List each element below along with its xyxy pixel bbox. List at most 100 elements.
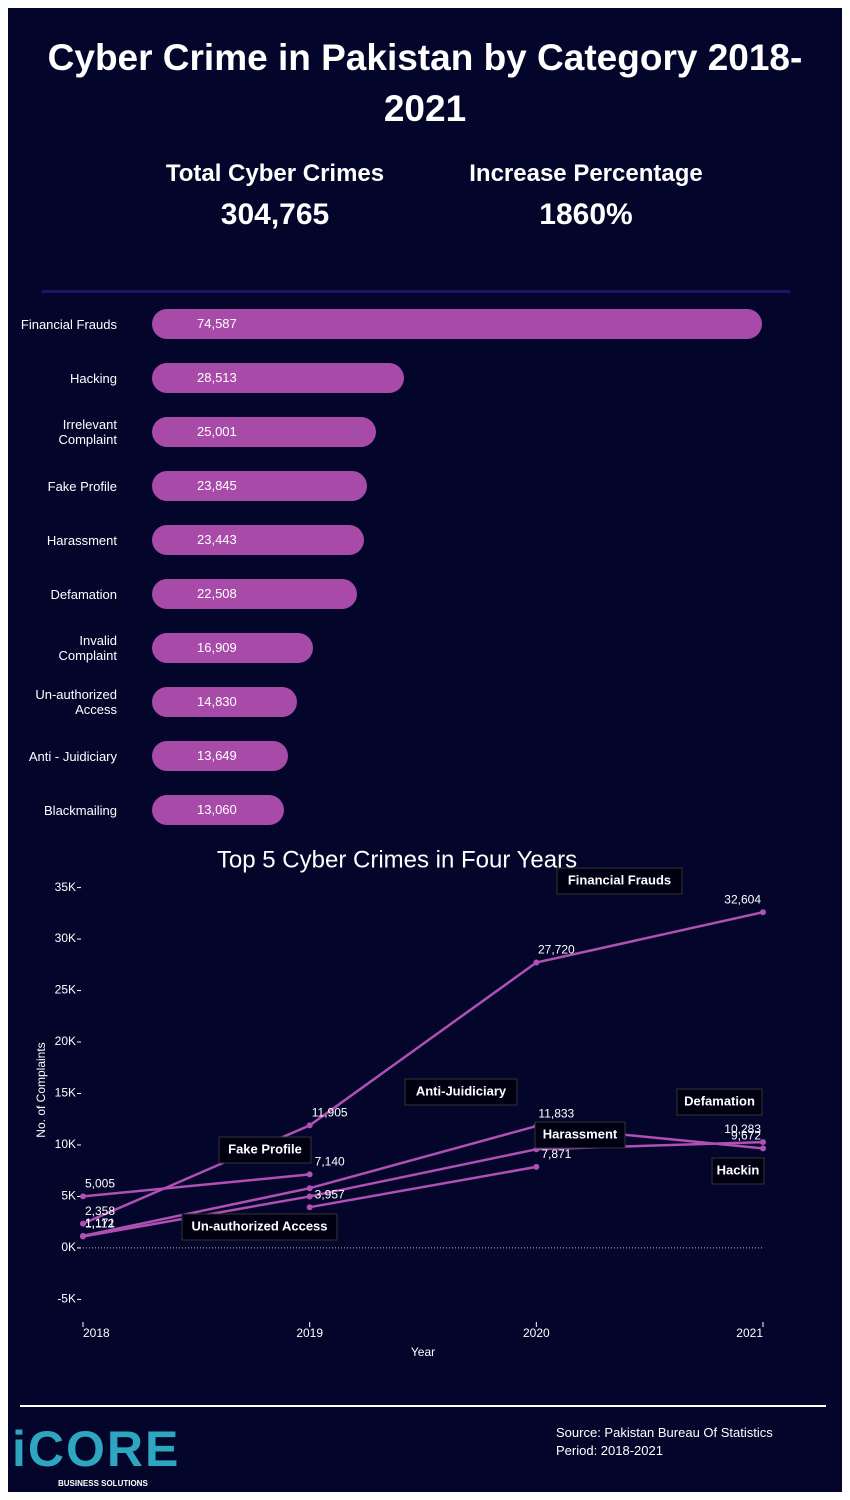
y-tick-label: 35K xyxy=(55,880,76,894)
value-label: 16,909 xyxy=(197,640,237,655)
series-label-box xyxy=(556,867,683,895)
value-label: 22,508 xyxy=(197,586,237,601)
bar xyxy=(152,363,404,393)
value-label: 28,513 xyxy=(197,370,237,385)
footer-line xyxy=(20,1405,826,1407)
point xyxy=(533,1163,540,1170)
series-label-box xyxy=(181,1213,338,1241)
bar xyxy=(152,687,298,717)
series-label: Anti-Juidiciary xyxy=(416,1083,507,1098)
kpi-value: 1860% xyxy=(539,198,633,231)
point xyxy=(306,1171,313,1178)
series-label: Un-authorized Access xyxy=(191,1218,327,1233)
source: Source: Pakistan Bureau Of Statistics xyxy=(556,1425,773,1440)
kpi-label: Increase Percentage xyxy=(469,160,703,187)
bar xyxy=(152,417,377,447)
value-label: 27,720 xyxy=(538,943,575,957)
y-tick-label: 25K xyxy=(55,983,76,997)
bar xyxy=(152,309,762,339)
category-label: Blackmailing xyxy=(44,802,117,818)
bar xyxy=(152,471,368,501)
title: Cyber Crime in Pakistan by Category 2018… xyxy=(47,37,803,129)
category-label: Defamation xyxy=(50,586,117,602)
point xyxy=(760,1139,766,1146)
point xyxy=(760,1145,766,1152)
value-label: 11,905 xyxy=(312,1106,348,1120)
category-label: Financial Frauds xyxy=(20,316,117,332)
series-line xyxy=(82,1173,310,1198)
value-label: 7,140 xyxy=(315,1155,345,1169)
y-tick-label: 30K xyxy=(55,931,76,945)
point xyxy=(306,1122,313,1129)
line-chart: Top 5 Cyber Crimes in Four Years -5K 0K 5K 1… xyxy=(34,846,766,1359)
category-label: Fake Profile xyxy=(47,478,117,494)
period: Period: 2018-2021 xyxy=(556,1443,663,1458)
point xyxy=(80,1220,86,1227)
value-label: 74,587 xyxy=(197,316,237,331)
kpi-value: 304,765 xyxy=(220,198,330,231)
value-label: 13,060 xyxy=(197,802,237,817)
point xyxy=(306,1185,313,1192)
value-label: 7,871 xyxy=(541,1147,571,1161)
bar xyxy=(152,525,365,555)
value-label: 13,649 xyxy=(197,748,237,763)
value-label: 5,005 xyxy=(85,1177,115,1191)
value-label: 1,171 xyxy=(85,1216,115,1230)
series-label-box xyxy=(404,1078,518,1106)
category-label: Irrelevant Complaint xyxy=(58,417,117,447)
value-label: 32,604 xyxy=(724,892,761,906)
x-tick-label: 2018 xyxy=(83,1326,110,1340)
value-label: 23,845 xyxy=(197,478,237,493)
annotation-box xyxy=(711,1157,765,1185)
value-label: 3,957 xyxy=(315,1187,345,1201)
panel xyxy=(8,8,842,1492)
point xyxy=(306,1204,313,1211)
series-label-box xyxy=(534,1121,626,1149)
value-label: 25,001 xyxy=(197,424,237,439)
y-tick-label: 5K xyxy=(61,1189,76,1203)
y-tick-label: -5K xyxy=(57,1292,76,1306)
separator xyxy=(42,290,790,293)
kpi: Increase Percentage 1860% xyxy=(436,160,736,232)
category-label: Un-authorized Access xyxy=(35,687,117,717)
point xyxy=(80,1193,86,1200)
annotation: Defamation xyxy=(684,1093,755,1108)
value-label: 1,112 xyxy=(85,1217,114,1231)
value-label: 11,833 xyxy=(538,1106,574,1120)
y-tick-label: 10K xyxy=(55,1137,76,1151)
logo: iCORE xyxy=(12,1421,181,1477)
bar xyxy=(152,633,314,663)
category-label: Harassment xyxy=(46,532,117,548)
x-tick-label: 2020 xyxy=(523,1326,550,1340)
y-tick-label: 0K xyxy=(61,1240,76,1254)
series-label-box xyxy=(218,1136,312,1164)
bar xyxy=(152,795,284,825)
value-label: 23,443 xyxy=(197,532,237,547)
y-tick-label: 20K xyxy=(55,1034,76,1048)
y-axis-label: No. of Complaints xyxy=(34,1042,48,1137)
value-label: 10,283 xyxy=(724,1122,761,1136)
x-axis-label: Year xyxy=(411,1345,435,1359)
category-label: Hacking xyxy=(70,370,117,386)
series-line xyxy=(82,1124,764,1238)
chart-title: Top 5 Cyber Crimes in Four Years xyxy=(217,846,577,873)
bar xyxy=(152,579,357,609)
y-tick-label: 15K xyxy=(55,1086,76,1100)
category-label: Invalid Complaint xyxy=(58,633,117,663)
point xyxy=(80,1233,86,1240)
point xyxy=(533,959,540,966)
value-label: 2,358 xyxy=(85,1204,115,1218)
bar xyxy=(152,741,289,771)
series-label: Financial Frauds xyxy=(568,872,671,887)
series-line xyxy=(82,911,764,1225)
logo-tagline: BUSINESS SOLUTIONS xyxy=(58,1479,148,1488)
category-label: Anti - Juidiciary xyxy=(28,748,117,764)
series-line xyxy=(309,1165,537,1209)
value-label: 9,672 xyxy=(731,1129,761,1143)
x-tick-label: 2021 xyxy=(736,1326,763,1340)
series-label: Fake Profile xyxy=(228,1141,302,1156)
annotation: Hackin xyxy=(717,1162,760,1177)
series-label: Harassment xyxy=(543,1126,618,1141)
kpi-label: Total Cyber Crimes xyxy=(165,160,385,187)
